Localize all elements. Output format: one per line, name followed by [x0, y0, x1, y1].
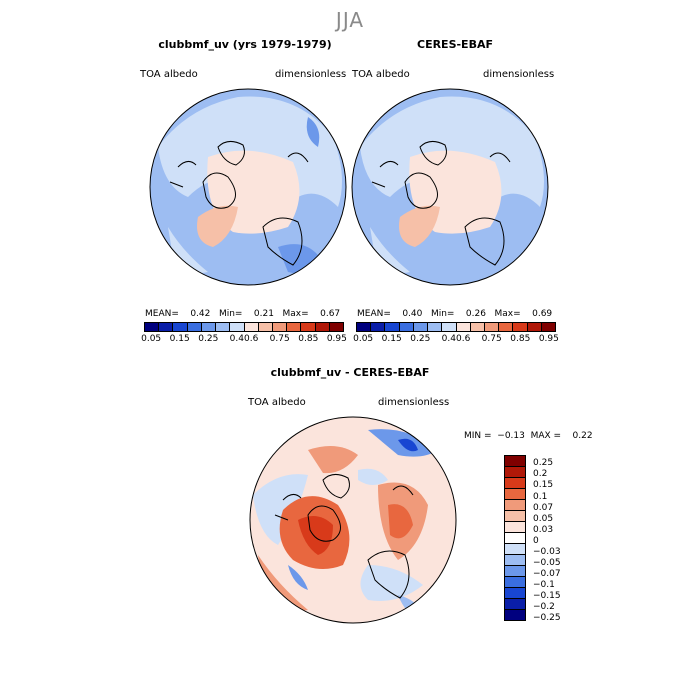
colorbar-swatch	[287, 323, 302, 331]
colorbar-tick-label: −0.05	[533, 557, 561, 568]
colorbar-tick-label: 0	[533, 535, 539, 546]
colorbar-swatch	[329, 323, 344, 331]
diff-panel-colorbar-ticks: 0.25 0.2 0.15 0.1 0.07 0.05 0.03 0 −0.03 −0.05 −0.…	[533, 455, 593, 624]
colorbar-tick-label: 0.85	[510, 334, 531, 344]
colorbar-swatch	[484, 323, 500, 331]
colorbar-swatch	[230, 323, 245, 331]
colorbar-tick-label: 0.95	[326, 334, 347, 344]
colorbar-swatch	[505, 599, 525, 610]
colorbar-swatch	[272, 323, 288, 331]
colorbar-tick-label: 0.95	[538, 334, 559, 344]
colorbar-swatch	[413, 323, 429, 331]
colorbar-tick-label: 0.2	[533, 469, 548, 480]
colorbar-swatch	[145, 323, 160, 331]
colorbar-swatch	[258, 323, 273, 331]
colorbar-swatch	[505, 467, 525, 478]
colorbar-swatch	[159, 323, 174, 331]
colorbar-swatch	[505, 478, 525, 489]
colorbar-swatch	[505, 500, 525, 511]
colorbar-swatch	[505, 456, 525, 467]
colorbar-swatch	[301, 323, 316, 331]
colorbar-swatch	[505, 577, 525, 588]
colorbar-tick-label: 0.4	[441, 334, 457, 344]
colorbar-swatch	[499, 323, 514, 331]
panel-2-stats: MEAN= 0.40 Min= 0.26 Max= 0.69	[357, 309, 553, 319]
diff-panel-title: clubbmf_uv - CERES-EBAF	[270, 366, 430, 379]
colorbar-tick-label: −0.07	[533, 568, 561, 579]
season-title: JJA	[335, 8, 365, 32]
colorbar-swatch	[187, 323, 202, 331]
colorbar-tick-label: 0.85	[298, 334, 319, 344]
colorbar-swatch	[244, 323, 259, 331]
panel-1-variable-label: TOA albedo	[140, 69, 198, 80]
colorbar-swatch	[541, 323, 556, 331]
colorbar-tick-label: −0.25	[533, 613, 561, 624]
panel-2-units-label: dimensionless	[483, 69, 555, 80]
colorbar-tick-label: 0.25	[198, 334, 219, 344]
colorbar-swatch	[527, 323, 542, 331]
colorbar-swatch	[513, 323, 528, 331]
colorbar-swatch	[505, 522, 525, 533]
panel-1-colorbar-ticks: 0.05 0.15 0.25 0.4 0.6 0.75 0.85 0.95	[141, 334, 347, 346]
colorbar-swatch	[505, 566, 525, 577]
panel-2-colorbar	[356, 322, 556, 332]
colorbar-tick-label: 0.15	[169, 334, 190, 344]
colorbar-swatch	[456, 323, 471, 331]
colorbar-tick-label: 0.4	[229, 334, 245, 344]
diff-panel-variable-label: TOA albedo	[248, 397, 306, 408]
colorbar-swatch	[505, 489, 525, 500]
colorbar-tick-label: −0.2	[533, 602, 555, 613]
colorbar-swatch	[315, 323, 330, 331]
colorbar-tick-label: 0.15	[533, 480, 554, 491]
diff-panel-polar-map	[249, 416, 457, 624]
panel-1-polar-map	[149, 88, 347, 286]
colorbar-tick-label: 0.05	[353, 334, 374, 344]
panel-1-units-label: dimensionless	[275, 69, 347, 80]
panel-1-title: clubbmf_uv (yrs 1979-1979)	[158, 38, 332, 51]
colorbar-tick-label: 0.03	[533, 524, 554, 535]
colorbar-swatch	[442, 323, 457, 331]
colorbar-swatch	[399, 323, 414, 331]
colorbar-tick-label: 0.6	[243, 334, 259, 344]
colorbar-tick-label: −0.15	[533, 591, 561, 602]
colorbar-swatch	[201, 323, 217, 331]
colorbar-swatch	[505, 610, 525, 620]
colorbar-tick-label: 0.6	[455, 334, 471, 344]
diff-panel-colorbar	[504, 455, 526, 621]
colorbar-tick-label: 0.25	[533, 458, 554, 469]
colorbar-tick-label: −0.1	[533, 580, 555, 591]
panel-2-polar-map	[351, 88, 549, 286]
colorbar-tick-label: 0.75	[481, 334, 502, 344]
diff-panel-units-label: dimensionless	[378, 397, 450, 408]
colorbar-tick-label: −0.03	[533, 546, 561, 557]
colorbar-swatch	[385, 323, 400, 331]
colorbar-swatch	[505, 555, 525, 566]
colorbar-tick-label: 0.07	[533, 502, 554, 513]
colorbar-swatch	[173, 323, 188, 331]
colorbar-tick-label: 0.15	[381, 334, 402, 344]
colorbar-tick-label: 0.05	[533, 513, 554, 524]
colorbar-swatch	[470, 323, 485, 331]
panel-2-title: CERES-EBAF	[417, 38, 493, 51]
colorbar-swatch	[505, 544, 525, 555]
colorbar-tick-label: 0.05	[141, 334, 162, 344]
colorbar-swatch	[357, 323, 372, 331]
colorbar-swatch	[428, 323, 443, 331]
colorbar-swatch	[371, 323, 386, 331]
diff-panel-minmax: MIN = −0.13 MAX = 0.22	[464, 431, 593, 441]
panel-2-colorbar-ticks: 0.05 0.15 0.25 0.4 0.6 0.75 0.85 0.95	[353, 334, 559, 346]
colorbar-swatch	[505, 588, 525, 599]
panel-1-stats: MEAN= 0.42 Min= 0.21 Max= 0.67	[145, 309, 341, 319]
panel-1-colorbar	[144, 322, 344, 332]
colorbar-tick-label: 0.75	[269, 334, 290, 344]
colorbar-swatch	[216, 323, 231, 331]
colorbar-tick-label: 0.25	[410, 334, 431, 344]
colorbar-swatch	[505, 533, 525, 544]
panel-2-variable-label: TOA albedo	[352, 69, 410, 80]
colorbar-swatch	[505, 511, 525, 522]
colorbar-tick-label: 0.1	[533, 491, 548, 502]
